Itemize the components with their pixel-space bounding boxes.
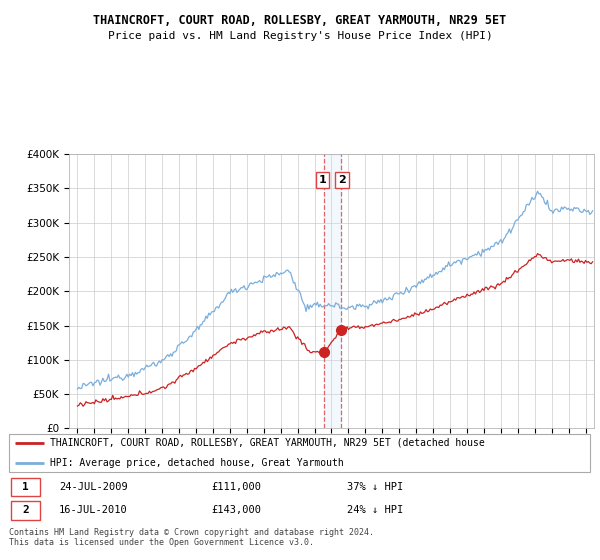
Text: 2: 2 <box>338 175 346 185</box>
Text: THAINCROFT, COURT ROAD, ROLLESBY, GREAT YARMOUTH, NR29 5ET (detached house: THAINCROFT, COURT ROAD, ROLLESBY, GREAT … <box>50 438 485 448</box>
Text: 24% ↓ HPI: 24% ↓ HPI <box>347 505 403 515</box>
Text: Price paid vs. HM Land Registry's House Price Index (HPI): Price paid vs. HM Land Registry's House … <box>107 31 493 41</box>
Text: £143,000: £143,000 <box>212 505 262 515</box>
Text: £111,000: £111,000 <box>212 482 262 492</box>
FancyBboxPatch shape <box>11 501 40 520</box>
Bar <box>324 154 341 428</box>
Text: 37% ↓ HPI: 37% ↓ HPI <box>347 482 403 492</box>
Text: 24-JUL-2009: 24-JUL-2009 <box>59 482 128 492</box>
Text: 1: 1 <box>319 175 326 185</box>
Text: 1: 1 <box>22 482 29 492</box>
Text: Contains HM Land Registry data © Crown copyright and database right 2024.
This d: Contains HM Land Registry data © Crown c… <box>9 528 374 547</box>
FancyBboxPatch shape <box>9 435 590 472</box>
Text: HPI: Average price, detached house, Great Yarmouth: HPI: Average price, detached house, Grea… <box>50 458 344 468</box>
Text: 2: 2 <box>22 505 29 515</box>
FancyBboxPatch shape <box>11 478 40 497</box>
Text: 16-JUL-2010: 16-JUL-2010 <box>59 505 128 515</box>
Text: THAINCROFT, COURT ROAD, ROLLESBY, GREAT YARMOUTH, NR29 5ET: THAINCROFT, COURT ROAD, ROLLESBY, GREAT … <box>94 14 506 27</box>
